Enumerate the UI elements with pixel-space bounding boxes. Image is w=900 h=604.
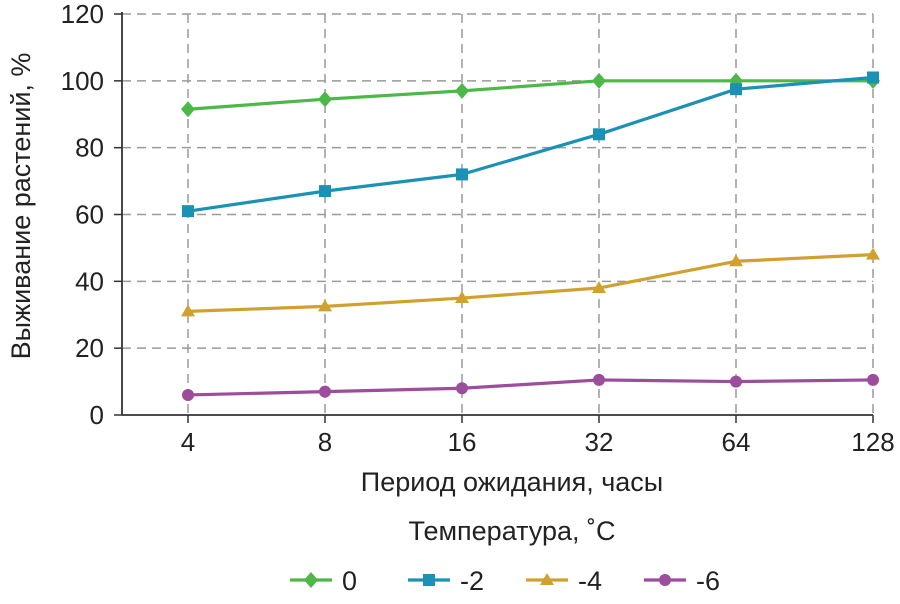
legend-label: 0 [342, 566, 357, 596]
x-tick-label: 8 [318, 427, 332, 457]
data-point [318, 299, 332, 312]
axis-layer [114, 12, 874, 423]
x-tick-label: 64 [722, 427, 751, 457]
legend-item: 0 [290, 566, 357, 596]
series--6 [182, 373, 879, 401]
legend-label: -2 [460, 566, 484, 596]
legend-title: Температура, ˚С [408, 516, 615, 546]
data-point [318, 91, 332, 108]
legend-item: -4 [526, 566, 602, 596]
data-point [730, 83, 742, 96]
data-point [592, 72, 606, 89]
series-line [187, 378, 874, 397]
x-axis-title: Период ожидания, часы [361, 467, 663, 497]
grid-layer [122, 13, 874, 415]
data-point [866, 247, 880, 260]
data-point [455, 82, 469, 99]
data-point [867, 71, 879, 84]
y-tick-label: 60 [75, 200, 104, 230]
x-tick-label: 128 [851, 427, 894, 457]
data-point [455, 291, 469, 304]
y-tick-label: 20 [75, 333, 104, 363]
legend-item: -6 [644, 566, 720, 596]
legend: 0 -2 -4 -6 [290, 566, 720, 596]
series-line [187, 253, 874, 314]
series--4 [181, 247, 880, 317]
data-point [182, 388, 194, 401]
data-point [181, 101, 195, 118]
legend-label: -6 [696, 566, 720, 596]
x-tick-label: 4 [181, 427, 195, 457]
data-point [181, 304, 195, 317]
data-point [592, 281, 606, 294]
legend-swatch-marker [423, 574, 435, 586]
y-tick-label: 120 [61, 0, 104, 29]
y-axis-title: Выживание растений, % [6, 53, 36, 360]
y-tick-label: 100 [61, 66, 104, 96]
data-point [867, 373, 879, 386]
series--2 [182, 71, 879, 218]
y-tick-label: 40 [75, 266, 104, 296]
series-line [187, 79, 873, 111]
data-point [730, 375, 742, 388]
legend-label: -4 [578, 566, 602, 596]
series-0 [181, 72, 880, 118]
data-point [319, 185, 331, 198]
series-line [187, 75, 874, 213]
legend-swatch-marker [659, 574, 671, 586]
x-tick-label: 32 [585, 427, 614, 457]
legend-swatch-marker [304, 572, 318, 588]
data-point [182, 205, 194, 218]
y-tick-label: 80 [75, 133, 104, 163]
data-point [456, 168, 468, 181]
label-layer: Период ожидания, часы Выживание растений… [6, 0, 895, 546]
x-tick-label: 16 [448, 427, 477, 457]
legend-item: -2 [408, 566, 484, 596]
data-point [593, 373, 605, 386]
data-point [729, 254, 743, 267]
y-tick-label: 0 [90, 400, 104, 430]
series-layer [181, 71, 880, 401]
data-point [319, 385, 331, 398]
data-point [456, 382, 468, 395]
legend-swatch-marker [540, 573, 554, 585]
data-point [593, 128, 605, 141]
